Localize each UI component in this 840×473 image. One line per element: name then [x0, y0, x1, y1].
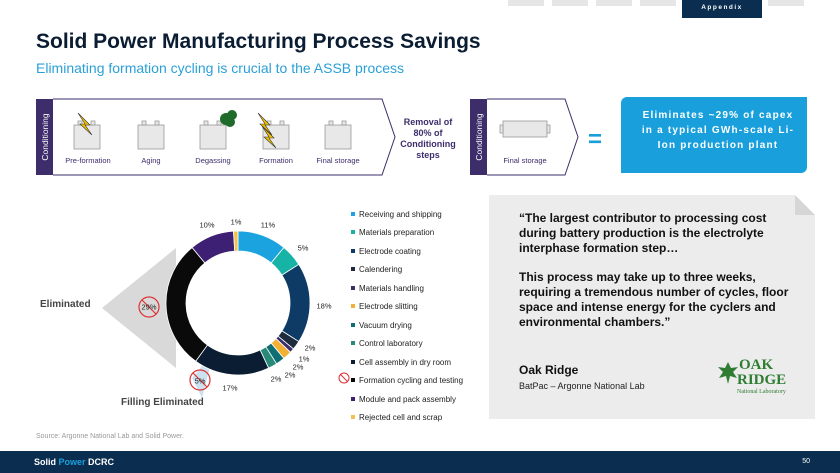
legend-item: Receiving and shipping: [351, 210, 442, 219]
step-label: Pre-formation: [65, 156, 111, 165]
legend-item: Module and pack assembly: [351, 395, 456, 404]
step-label: Final storage: [316, 156, 360, 165]
legend-swatch: [351, 360, 355, 364]
no-icon: [189, 369, 211, 391]
leaf-icon: [718, 362, 738, 384]
step-label: Formation: [259, 156, 293, 165]
removal-text: Removal of 80% of Conditioning steps: [400, 117, 456, 160]
filling-eliminated-label: Filling Eliminated: [121, 397, 204, 408]
no-icon: [338, 372, 350, 384]
footer-brand: Solid Power DCRC: [34, 457, 114, 467]
slice-label: 1%: [298, 354, 310, 364]
source-note: Source: Argonne National Lab and Solid P…: [36, 433, 184, 440]
brand-power: Power: [58, 457, 86, 467]
lightning-icon: [77, 112, 277, 149]
legend-item: Cell assembly in dry room: [351, 358, 451, 367]
step-label: Degassing: [195, 156, 231, 165]
legend-item: Electrode coating: [351, 247, 421, 256]
no-icon: [138, 296, 160, 318]
attribution-name: Oak Ridge: [519, 363, 579, 377]
top-tab: [640, 0, 676, 6]
legend-swatch: [351, 212, 355, 216]
slice-label: 2%: [304, 343, 316, 353]
folded-corner: [795, 195, 815, 215]
appendix-tab[interactable]: Appendix: [682, 0, 762, 18]
slice-label: 2%: [284, 370, 296, 380]
legend-item: Vacuum drying: [351, 321, 412, 330]
legend-item: Formation cycling and testing: [351, 376, 463, 385]
slice-label: 11%: [260, 220, 276, 230]
capex-callout: Eliminates ~29% of capex in a typical GW…: [621, 97, 807, 173]
step-label: Final storage: [503, 156, 547, 165]
slice-label: 29%: [141, 302, 157, 312]
legend-item: Rejected cell and scrap: [351, 413, 442, 422]
slice-label: 18%: [316, 301, 332, 311]
quote-text: “The largest contributor to processing c…: [519, 211, 791, 330]
legend-item: Control laboratory: [351, 339, 423, 348]
brand-suffix: DCRC: [88, 457, 115, 467]
legend-item: Calendering: [351, 265, 402, 274]
quote-paragraph: This process may take up to three weeks,…: [519, 270, 789, 329]
filling-pct-label: 5%: [194, 376, 206, 386]
legend-swatch: [351, 341, 355, 345]
slice-label: 17%: [222, 383, 238, 393]
quote-paragraph: “The largest contributor to processing c…: [519, 211, 767, 255]
legend-swatch: [351, 304, 355, 308]
legend-item: Electrode slitting: [351, 302, 418, 311]
legend-item: Materials preparation: [351, 228, 434, 237]
footer: Solid Power DCRC 50: [0, 451, 840, 473]
conditioning-label: Conditioning: [470, 99, 487, 175]
quote-card: “The largest contributor to processing c…: [489, 195, 815, 419]
cylinder-battery-icon: [499, 120, 551, 138]
slice-label: 2%: [292, 362, 304, 372]
page-number: 50: [802, 458, 810, 465]
conditioning-label: Conditioning: [36, 99, 53, 175]
slice-label: 10%: [199, 220, 215, 230]
page-subtitle: Eliminating formation cycling is crucial…: [36, 60, 405, 76]
donut-slice: [233, 230, 239, 252]
legend-swatch: [351, 323, 355, 327]
brand-prefix: Solid: [34, 457, 56, 467]
slice-label: 1%: [230, 217, 242, 227]
logo-ridge: RIDGE: [737, 372, 787, 388]
legend-swatch: [351, 415, 355, 419]
top-tab: [768, 0, 804, 6]
legend-swatch: [351, 267, 355, 271]
eliminated-label: Eliminated: [40, 299, 91, 310]
top-tab: [596, 0, 632, 6]
legend-item: Materials handling: [351, 284, 424, 293]
top-tab: [508, 0, 544, 6]
legend-swatch: [351, 397, 355, 401]
slice-label: 5%: [297, 243, 309, 253]
logo-lab: National Laboratory: [737, 389, 786, 395]
legend-swatch: [351, 230, 355, 234]
legend-swatch: [351, 249, 355, 253]
attribution-source: BatPac – Argonne National Lab: [519, 381, 645, 391]
page-title: Solid Power Manufacturing Process Saving…: [36, 30, 481, 53]
legend-swatch: [351, 378, 355, 382]
legend-swatch: [351, 286, 355, 290]
logo-oak: OAK: [739, 357, 774, 373]
top-tab: [552, 0, 588, 6]
step-label: Aging: [141, 156, 161, 165]
donut-slice: [281, 263, 311, 343]
gas-cloud-icon: [220, 110, 237, 127]
slice-label: 2%: [270, 374, 282, 384]
equals-sign: =: [588, 126, 603, 153]
